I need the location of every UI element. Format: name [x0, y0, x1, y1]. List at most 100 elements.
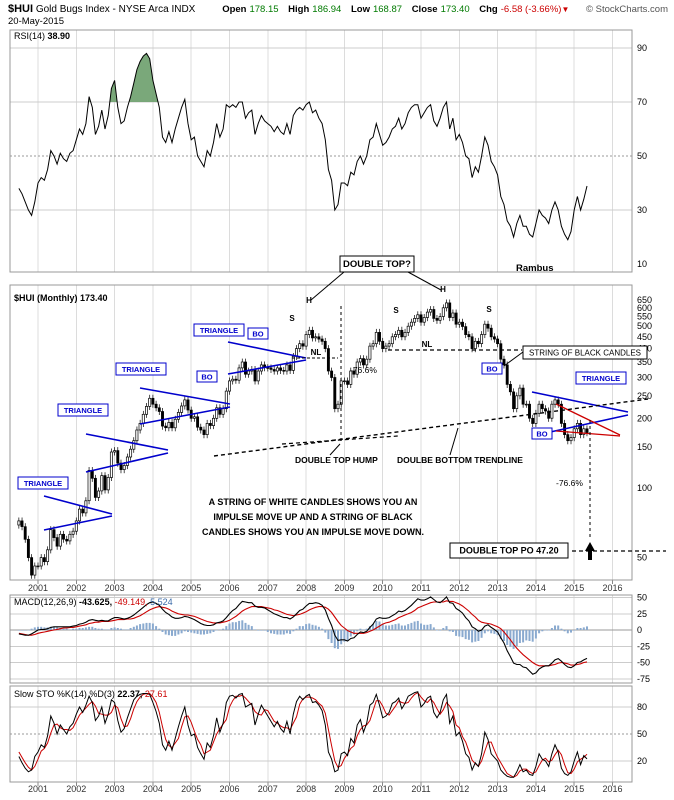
x-axis-year-label: 2009: [334, 784, 354, 794]
pattern-letter: S: [393, 306, 399, 315]
sto-k-line: [18, 691, 588, 778]
annotation-line: [531, 391, 629, 413]
pattern-letter: S: [289, 314, 295, 323]
y-axis-tick-label: 30: [637, 205, 647, 215]
macd-panel-border: [9, 594, 633, 684]
pattern-letter: H: [440, 285, 446, 294]
high-value: 186.94: [312, 4, 342, 15]
macd-signal-line: [18, 600, 588, 667]
sto-panel-border: [9, 685, 633, 783]
chart-header-left: $HUI Gold Bugs Index - NYSE Arca INDX 20…: [8, 3, 195, 27]
annotation-box-label: TRIANGLE: [64, 406, 102, 415]
chg-value: -6.58 (-3.66%): [500, 4, 562, 15]
annotation-line: [43, 515, 113, 531]
rsi-line: [18, 52, 588, 241]
annotation-box: [339, 255, 415, 273]
y-axis-tick-label: 200: [637, 413, 652, 423]
annotation-line: [329, 443, 341, 456]
y-axis-tick-label: 20: [637, 756, 647, 766]
annotation-text: DOULBE BOTTOM TRENDLINE: [397, 455, 523, 465]
index-name: Gold Bugs Index - NYSE Arca INDX: [35, 4, 196, 15]
annotation-box-label: BO: [536, 430, 547, 439]
annotation-line: [85, 433, 169, 451]
low-value: 168.87: [372, 4, 403, 15]
x-axis-year-label: 2012: [449, 784, 469, 794]
annotation-line: [139, 387, 231, 405]
chg-label: Chg: [479, 4, 498, 15]
annotation-box-label: DOUBLE TOP?: [343, 259, 411, 270]
annotations: TRIANGLE TRIANGLE TRIANGLE TRIANGLE TRIANGLE…: [17, 255, 666, 560]
chart-date: 20-May-2015: [8, 16, 64, 27]
annotation-box-label: BO: [201, 373, 212, 382]
annotation-line: [227, 359, 307, 375]
axis-labels: 9070503010650600550500450400350300250200…: [28, 43, 652, 794]
rsi-panel-label: RSI(14) 38.90: [14, 31, 71, 41]
x-axis-year-label: 2002: [66, 784, 86, 794]
annotation-box-label: TRIANGLE: [200, 326, 238, 335]
x-axis-year-label: 2002: [66, 583, 86, 593]
sto-d-line: [18, 691, 588, 778]
annotation-box: [531, 427, 553, 440]
annotation-text: A STRING OF WHITE CANDLES SHOWS YOU AN: [209, 497, 418, 507]
annotation-box-label: TRIANGLE: [122, 365, 160, 374]
y-axis-tick-label: 50: [637, 729, 647, 739]
pattern-letter: NL: [311, 348, 322, 357]
annotation-box: [575, 371, 627, 385]
x-axis-year-label: 2014: [526, 583, 546, 593]
annotation-box-label: BO: [252, 330, 263, 339]
annotation-box-label: DOUBLE TOP PO 47.20: [459, 546, 558, 556]
macd-line: [18, 595, 588, 675]
annotation-box: [196, 370, 218, 383]
x-axis-year-label: 2012: [449, 583, 469, 593]
x-axis-year-label: 2010: [373, 784, 393, 794]
x-axis-year-label: 2011: [411, 784, 430, 794]
y-axis-tick-label: -50: [637, 658, 650, 668]
price-panel-border: [9, 284, 633, 581]
down-arrow-icon: ▼: [561, 5, 570, 14]
y-axis-tick-label: 150: [637, 442, 652, 452]
x-axis-year-label: 2008: [296, 583, 316, 593]
x-axis-year-label: 2015: [564, 784, 584, 794]
x-axis-year-label: 2003: [105, 583, 125, 593]
y-axis-tick-label: 50: [637, 151, 647, 161]
chart-header-quote: Open 178.15 High 186.94 Low 168.87 Close 173…: [215, 4, 668, 15]
open-label: Open: [222, 4, 247, 15]
annotation-line: [407, 271, 442, 291]
macd-panel-label: MACD(12,26,9) -43.625, -49.149, 5.524: [14, 597, 173, 607]
x-axis-year-label: 2010: [373, 583, 393, 593]
x-axis-year-label: 2009: [334, 583, 354, 593]
x-axis-year-label: 2006: [219, 784, 239, 794]
close-label: Close: [411, 4, 438, 15]
close-value: 173.40: [440, 4, 470, 15]
annotation-box: [247, 327, 269, 340]
x-axis-year-label: 2004: [143, 583, 163, 593]
annotation-text: Rambus: [516, 263, 553, 274]
x-axis-year-label: 2007: [258, 784, 278, 794]
annotation-line: [310, 271, 345, 301]
annotation-box: [522, 345, 648, 360]
annotation-box: [115, 362, 167, 376]
macd-series: [17, 595, 588, 675]
y-axis-tick-label: 80: [637, 702, 647, 712]
pattern-letter: H: [306, 296, 312, 305]
ticker-symbol: $HUI: [8, 3, 34, 15]
x-axis-year-label: 2007: [258, 583, 278, 593]
pattern-letter: NL: [422, 340, 433, 349]
x-axis-year-label: 2011: [411, 583, 430, 593]
annotation-line: [227, 341, 307, 359]
annotation-box-label: TRIANGLE: [24, 479, 62, 488]
x-axis-year-label: 2005: [181, 583, 201, 593]
open-value: 178.15: [249, 4, 279, 15]
annotation-text: CANDLES SHOWS YOU AN IMPULSE MOVE DOWN.: [202, 527, 424, 537]
candlestick-series: [17, 299, 589, 579]
pattern-letter: S: [486, 305, 492, 314]
low-label: Low: [350, 4, 370, 15]
x-axis-year-label: 2016: [602, 583, 622, 593]
up-arrow-icon: [585, 542, 595, 560]
x-axis-year-label: 2001: [28, 784, 48, 794]
y-axis-tick-label: -75: [637, 674, 650, 684]
annotation-text: -76.6%: [350, 365, 377, 375]
y-axis-tick-label: 450: [637, 332, 652, 342]
rsi-panel-border: [9, 29, 633, 273]
x-axis-year-label: 2004: [143, 784, 163, 794]
